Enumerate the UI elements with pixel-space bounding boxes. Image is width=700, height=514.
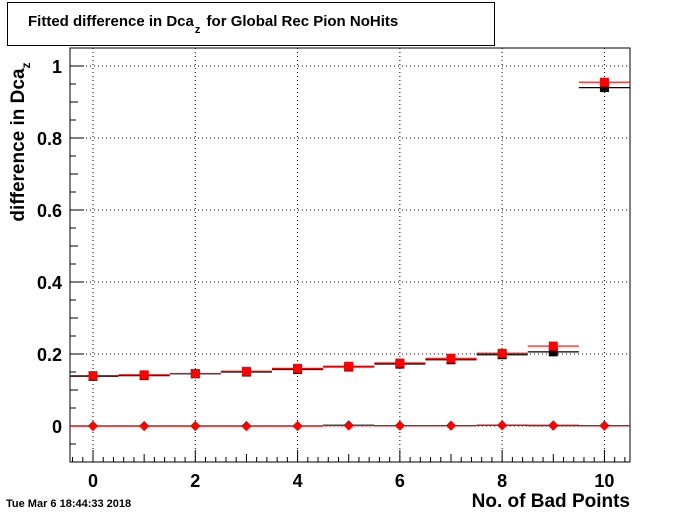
data-point-diamond bbox=[292, 421, 303, 431]
x-axis-label: No. of Bad Points bbox=[471, 491, 630, 512]
data-point-square bbox=[599, 83, 609, 93]
x-tick-label: 10 bbox=[594, 471, 614, 491]
y-tick-label: 1 bbox=[52, 57, 62, 77]
data-point-diamond bbox=[343, 420, 354, 431]
data-point-diamond bbox=[446, 420, 457, 431]
y-tick-label: 0.6 bbox=[37, 201, 62, 221]
timestamp: Tue Mar 6 18:44:33 2018 bbox=[6, 498, 132, 510]
data-point-square bbox=[241, 366, 251, 376]
y-tick-label: 0 bbox=[52, 417, 62, 437]
data-point-diamond bbox=[190, 421, 201, 431]
chart-title-main: Fitted difference in Dca bbox=[28, 13, 194, 30]
y-axis-label-main: difference in Dca bbox=[8, 68, 29, 222]
y-axis-label: difference in Dcaz bbox=[8, 42, 33, 242]
grid bbox=[70, 48, 630, 462]
axes: 0 2 4 6 8 10 0 0.2 0.4 0.6 0.8 1 bbox=[37, 47, 631, 491]
chart-title: Fitted difference in Dcaz for Global Rec… bbox=[28, 13, 399, 36]
data-point-diamond bbox=[548, 420, 559, 431]
data-point-square bbox=[548, 341, 558, 351]
chart-title-rest: for Global Rec Pion NoHits bbox=[202, 13, 399, 30]
y-tick-label: 0.8 bbox=[37, 129, 62, 149]
data-point-square bbox=[344, 361, 354, 371]
plot-frame bbox=[69, 47, 631, 463]
data-point-diamond bbox=[139, 421, 150, 431]
data-point-square bbox=[599, 77, 609, 87]
data-point-diamond bbox=[394, 420, 405, 431]
data-point-square bbox=[88, 371, 98, 381]
data-point-diamond bbox=[88, 421, 99, 431]
x-tick-label: 8 bbox=[497, 471, 507, 491]
y-tick-label: 0.2 bbox=[37, 345, 62, 365]
y-tick-label: 0.4 bbox=[37, 273, 62, 293]
data-point-square bbox=[190, 368, 200, 378]
data-marks bbox=[70, 77, 630, 431]
data-point-square bbox=[497, 348, 507, 358]
chart-title-subscript: z bbox=[194, 24, 201, 36]
data-point-square bbox=[293, 363, 303, 373]
x-tick-label: 6 bbox=[395, 471, 405, 491]
data-point-diamond bbox=[241, 421, 252, 431]
data-point-square bbox=[395, 358, 405, 368]
x-tick-label: 2 bbox=[190, 471, 200, 491]
x-tick-label: 0 bbox=[88, 471, 98, 491]
data-point-square bbox=[446, 353, 456, 363]
x-tick-label: 4 bbox=[293, 471, 303, 491]
data-point-diamond bbox=[497, 420, 508, 431]
data-point-diamond bbox=[599, 420, 610, 431]
y-axis-label-subscript: z bbox=[19, 62, 33, 69]
title-box: Fitted difference in Dcaz for Global Rec… bbox=[7, 2, 495, 46]
data-point-square bbox=[548, 347, 558, 357]
data-point-square bbox=[139, 370, 149, 380]
